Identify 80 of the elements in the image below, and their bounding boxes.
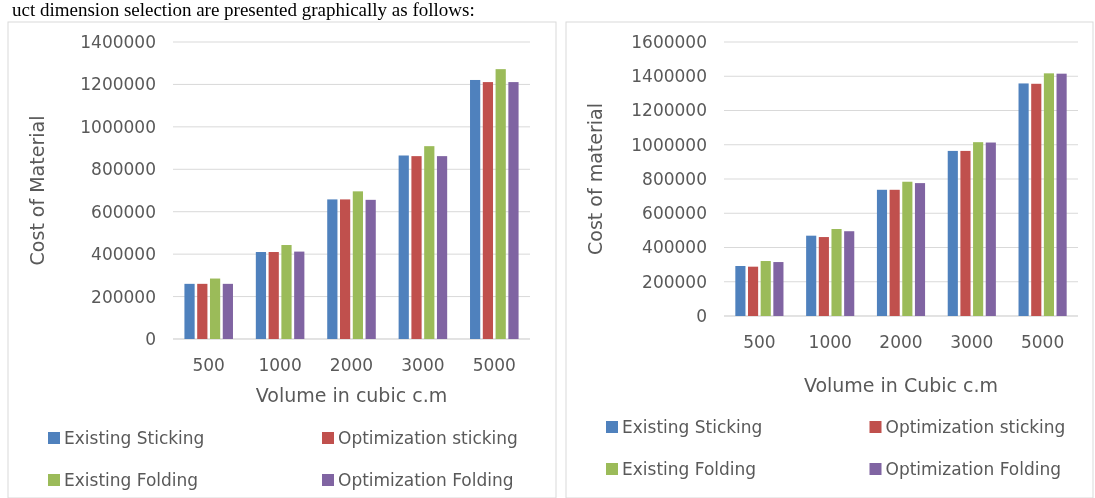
bar <box>268 252 279 339</box>
bar <box>947 150 958 316</box>
bar <box>973 142 984 316</box>
x-tick-label: 5000 <box>472 355 516 375</box>
y-tick-label: 1000000 <box>631 134 707 155</box>
bar <box>1031 83 1042 316</box>
y-axis-title: Cost of material <box>584 103 606 255</box>
bar <box>281 245 292 339</box>
bar <box>1018 83 1029 316</box>
x-tick-label: 3000 <box>950 332 994 352</box>
bar <box>960 150 971 316</box>
x-tick-label: 1000 <box>808 332 852 352</box>
y-tick-label: 1400000 <box>631 66 707 87</box>
y-tick-label: 1600000 <box>631 31 707 52</box>
bar <box>876 189 888 316</box>
bar <box>914 183 926 316</box>
bar <box>806 235 817 316</box>
y-tick-label: 1200000 <box>80 74 156 95</box>
bar <box>735 266 746 316</box>
legend-label: Existing Sticking <box>622 416 763 437</box>
bar <box>327 199 338 339</box>
y-axis-title: Cost of Material <box>26 115 48 266</box>
x-tick-label: 500 <box>743 332 776 352</box>
bar <box>844 231 855 316</box>
bar <box>773 262 784 316</box>
y-tick-label: 400000 <box>91 244 156 265</box>
legend-label: Optimization Folding <box>338 469 514 490</box>
bar <box>748 266 759 316</box>
x-tick-label: 2000 <box>329 355 374 375</box>
legend-label: Existing Folding <box>622 458 757 479</box>
bar <box>209 278 221 339</box>
x-tick-label: 500 <box>192 355 225 375</box>
bar <box>760 261 771 316</box>
legend-label: Existing Sticking <box>64 427 205 448</box>
legend-label: Optimization sticking <box>885 416 1066 437</box>
y-tick-label: 0 <box>145 328 156 349</box>
bar <box>1043 73 1055 316</box>
bar <box>818 237 829 316</box>
bar <box>482 82 494 339</box>
bar <box>352 191 363 339</box>
text: uct dimension selection are presented graphically as follows: <box>12 0 475 20</box>
legend-label: Optimization Folding <box>885 458 1062 479</box>
bar <box>411 156 422 339</box>
bar <box>495 69 506 339</box>
y-tick-label: 1400000 <box>80 31 156 52</box>
bar <box>1056 73 1067 316</box>
y-tick-label: 800000 <box>642 168 707 189</box>
y-tick-label: 1200000 <box>631 100 707 121</box>
bar <box>294 251 305 339</box>
bar <box>985 142 996 316</box>
bar <box>365 199 376 339</box>
y-tick-label: 1000000 <box>80 116 156 137</box>
x-tick-label: 5000 <box>1020 332 1065 352</box>
x-tick-label: 1000 <box>258 355 302 375</box>
bar <box>424 146 435 339</box>
y-tick-label: 800000 <box>91 159 156 180</box>
y-tick-label: 400000 <box>642 237 707 258</box>
x-axis-title: Volume in Cubic c.m <box>803 374 999 396</box>
y-tick-label: 200000 <box>642 271 707 292</box>
bar <box>255 252 267 339</box>
bar <box>197 283 208 339</box>
bar <box>398 155 409 339</box>
y-tick-label: 600000 <box>91 201 156 222</box>
x-tick-label: 3000 <box>401 355 445 375</box>
bar <box>508 82 519 339</box>
bar <box>831 229 842 316</box>
legend-label: Existing Folding <box>64 469 199 490</box>
y-tick-label: 600000 <box>642 203 707 224</box>
bar <box>340 199 351 339</box>
x-axis-title: Volume in cubic c.m <box>255 384 448 406</box>
bar <box>889 189 900 316</box>
y-tick-label: 0 <box>696 305 707 326</box>
bar <box>222 283 233 339</box>
bar <box>184 283 195 339</box>
x-tick-label: 2000 <box>879 332 923 352</box>
bar <box>470 79 481 339</box>
y-tick-label: 200000 <box>91 286 156 307</box>
bar <box>436 156 448 339</box>
legend-label: Optimization sticking <box>338 427 518 448</box>
bar <box>902 181 913 316</box>
